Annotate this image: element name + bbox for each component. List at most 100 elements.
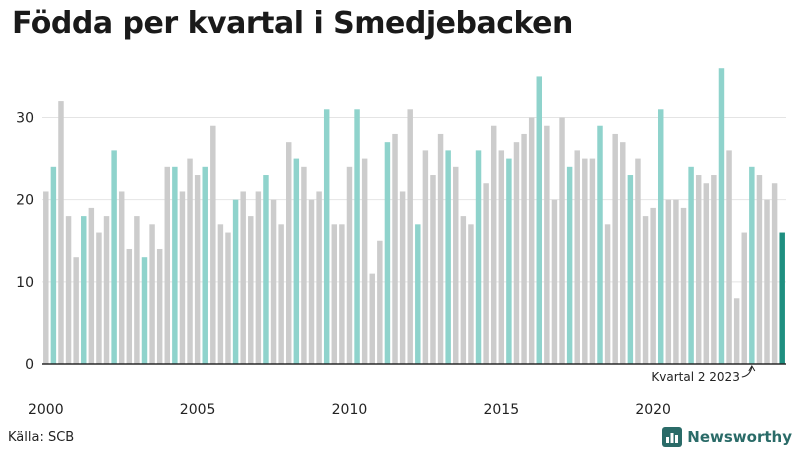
bar xyxy=(278,224,284,364)
bar xyxy=(665,199,672,364)
bar xyxy=(286,142,292,364)
bar xyxy=(369,273,375,364)
bar xyxy=(582,158,588,364)
bar xyxy=(559,117,565,364)
bar xyxy=(392,133,398,364)
annotation-label: Kvartal 2 2023 xyxy=(651,370,739,384)
bar xyxy=(620,142,626,364)
bar xyxy=(718,68,725,364)
bar xyxy=(764,199,770,364)
bar xyxy=(88,207,95,364)
bar xyxy=(118,191,125,364)
bar xyxy=(551,199,558,364)
bar xyxy=(331,224,338,364)
bar xyxy=(673,199,679,364)
bar xyxy=(483,183,489,364)
bar xyxy=(179,191,186,364)
bar xyxy=(574,150,580,364)
bar xyxy=(58,101,64,364)
bar xyxy=(202,166,208,364)
bar xyxy=(422,150,429,364)
x-tick-label: 2010 xyxy=(332,402,368,418)
y-tick-label: 0 xyxy=(25,357,34,373)
annotation-arrow xyxy=(741,366,753,378)
bar xyxy=(73,257,79,364)
y-axis-ticks: 0 10 20 30 xyxy=(16,111,34,373)
bar xyxy=(779,232,785,364)
bar xyxy=(506,158,512,364)
bar xyxy=(323,109,330,364)
bar xyxy=(650,207,656,364)
bar xyxy=(111,150,117,364)
bar xyxy=(65,216,72,364)
bar xyxy=(771,183,778,364)
bar xyxy=(164,166,170,364)
y-tick-label: 10 xyxy=(16,275,34,291)
bar xyxy=(597,125,603,364)
bar xyxy=(96,232,102,364)
bar xyxy=(172,166,178,364)
bar xyxy=(81,216,87,364)
brand-name: Newsworthy xyxy=(687,428,792,446)
bar xyxy=(528,117,535,364)
bar xyxy=(263,175,269,364)
source-note: Källa: SCB xyxy=(8,430,75,445)
bar xyxy=(384,142,391,364)
bars xyxy=(43,68,785,364)
bar xyxy=(612,133,618,364)
bar xyxy=(430,175,436,364)
bar xyxy=(399,191,406,364)
bar xyxy=(316,191,322,364)
bar xyxy=(544,125,550,364)
bar xyxy=(695,175,702,364)
bar xyxy=(536,76,542,364)
bar xyxy=(749,166,755,364)
bar xyxy=(437,133,444,364)
bar xyxy=(680,207,687,364)
bar xyxy=(703,183,710,364)
bar xyxy=(589,158,596,364)
bar xyxy=(711,175,717,364)
annotation: Kvartal 2 2023 xyxy=(651,365,756,384)
bar xyxy=(210,125,216,364)
bar xyxy=(733,298,740,364)
brand: Newsworthy xyxy=(662,427,792,447)
bar xyxy=(521,133,527,364)
bar-chart-icon xyxy=(662,427,683,447)
bar xyxy=(445,150,451,364)
bar xyxy=(658,109,664,364)
bar xyxy=(103,216,110,364)
bar xyxy=(490,125,497,364)
y-tick-label: 20 xyxy=(16,193,34,209)
bar xyxy=(635,158,641,364)
bar xyxy=(149,224,155,364)
bar xyxy=(475,150,482,364)
bar xyxy=(688,166,694,364)
bar xyxy=(627,175,634,364)
bar xyxy=(255,191,262,364)
annotation-arrowhead xyxy=(748,365,756,372)
bar xyxy=(566,166,573,364)
bar xyxy=(194,175,201,364)
bar-chart: 0 10 20 30 2000 2005 2010 2015 2020 Kvartal 2 2… xyxy=(16,68,786,418)
bar xyxy=(339,224,345,364)
x-tick-label: 2015 xyxy=(483,402,519,418)
x-axis-ticks: 2000 2005 2010 2015 2020 xyxy=(28,402,671,418)
bar xyxy=(232,199,239,364)
bar xyxy=(43,191,49,364)
bar xyxy=(407,109,413,364)
bar xyxy=(460,216,467,364)
bar xyxy=(346,166,353,364)
page-title: Födda per kvartal i Smedjebacken xyxy=(12,6,573,41)
bar xyxy=(156,248,163,364)
bar xyxy=(726,150,732,364)
bar xyxy=(270,199,277,364)
bar xyxy=(126,248,133,364)
bar xyxy=(217,224,224,364)
bar xyxy=(308,199,315,364)
x-tick-label: 2020 xyxy=(635,402,671,418)
bar xyxy=(513,142,520,364)
y-tick-label: 30 xyxy=(16,111,34,127)
bar xyxy=(141,257,148,364)
bar xyxy=(248,216,254,364)
